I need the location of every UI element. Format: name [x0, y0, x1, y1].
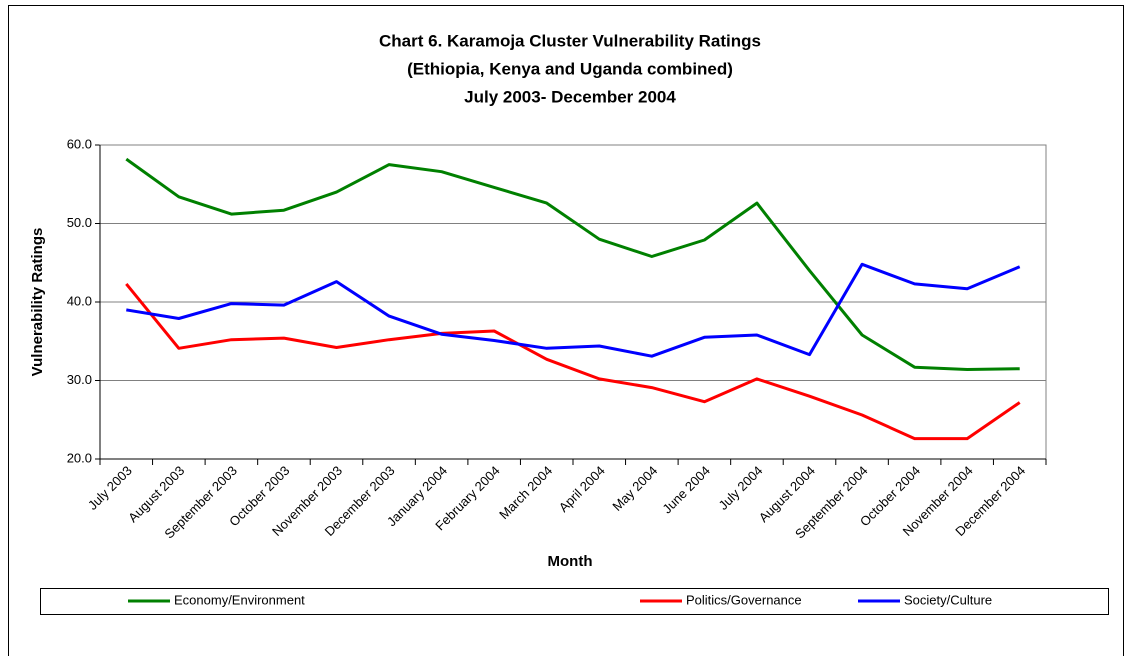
y-axis-title: Vulnerability Ratings	[29, 228, 46, 377]
y-tick-label: 30.0	[67, 372, 92, 387]
y-tick-label: 20.0	[67, 450, 92, 465]
x-axis-title: Month	[548, 553, 593, 570]
series-line	[125, 157, 1020, 371]
legend-label: Society/Culture	[904, 592, 992, 607]
y-tick-label: 40.0	[67, 293, 92, 308]
y-tick-label: 50.0	[67, 215, 92, 230]
chart-title: (Ethiopia, Kenya and Uganda combined)	[407, 59, 733, 78]
chart-title: Chart 6. Karamoja Cluster Vulnerability …	[379, 31, 761, 50]
series-line	[126, 262, 1021, 358]
legend-box	[40, 588, 1109, 615]
chart-title: July 2003- December 2004	[464, 87, 676, 106]
legend-label: Politics/Governance	[686, 592, 802, 607]
series-line	[125, 282, 1021, 441]
legend-label: Economy/Environment	[174, 592, 305, 607]
y-tick-label: 60.0	[67, 136, 92, 151]
